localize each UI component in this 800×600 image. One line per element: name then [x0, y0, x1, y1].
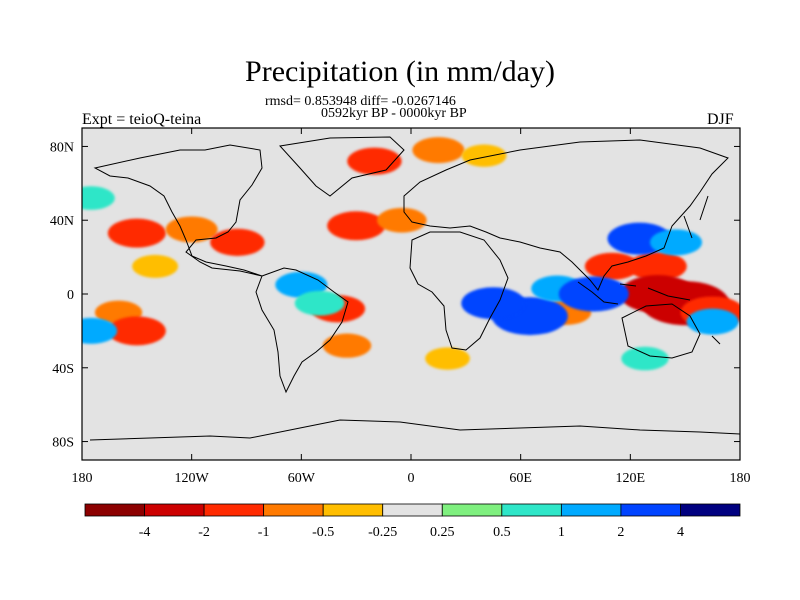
colorbar-swatch: [560, 503, 622, 517]
x-tick-label: 180: [730, 471, 751, 486]
coastline-australia: [621, 303, 701, 359]
colorbar-label: -1: [258, 525, 270, 540]
colorbar-label: 0.25: [430, 525, 455, 540]
x-tick-label: 120E: [616, 471, 646, 486]
coastline-antarctica: [89, 419, 740, 441]
x-tick-label: 60E: [509, 471, 532, 486]
colorbar-swatch: [263, 503, 324, 517]
colorbar-label: 1: [558, 525, 565, 540]
colorbar-label: -4: [139, 525, 151, 540]
y-tick-label: 0: [67, 288, 74, 303]
axes: 180 120W 60W 0 60E 120E 180 80N 40N 0 40S 80S: [50, 128, 751, 486]
anomaly-region: [628, 251, 687, 281]
colorbar-label: 2: [617, 525, 624, 540]
colorbar-swatch: [322, 503, 384, 517]
colorbar-swatch: [84, 503, 145, 517]
coastline-greenland: [279, 136, 405, 197]
coastline-islands: [577, 195, 721, 345]
anomaly-region: [322, 333, 372, 358]
y-tick-label: 40S: [52, 362, 74, 377]
colorbar-label: 4: [677, 525, 684, 540]
anomaly-region: [82, 317, 118, 344]
experiment-label: Expt = teioQ-teina: [82, 111, 202, 128]
anomaly-region: [412, 137, 465, 164]
anomaly-region: [107, 316, 166, 346]
anomaly-region: [82, 186, 115, 210]
anomaly-region: [377, 207, 427, 233]
colorbar-label: -2: [198, 525, 210, 540]
colorbar-swatch: [501, 503, 562, 517]
colorbar-swatch: [203, 503, 265, 517]
stats-line: rmsd= 0.853948 diff= -0.0267146: [265, 94, 456, 109]
coastline-north-america: [93, 144, 263, 277]
colorbar-label: 0.5: [493, 525, 511, 540]
chart-title: Precipitation (in mm/day): [245, 55, 555, 88]
coastline-eurasia: [403, 139, 729, 291]
period-line: 0592kyr BP - 0000kyr BP: [321, 106, 467, 121]
anomaly-region: [107, 218, 166, 248]
y-tick-label: 80S: [52, 436, 74, 451]
anomaly-region: [425, 347, 470, 370]
y-tick-label: 40N: [50, 214, 74, 229]
anomaly-region: [461, 144, 507, 167]
anomaly-region: [650, 229, 703, 256]
colorbar: -4 -2 -1 -0.5 -0.25 0.25 0.5 1 2 4: [84, 503, 741, 540]
anomaly-region: [132, 254, 179, 278]
colorbar-swatch: [144, 503, 205, 517]
anomaly-region: [294, 290, 345, 316]
anomaly-layer: [82, 137, 740, 371]
colorbar-label: -0.25: [368, 525, 397, 540]
coastline-africa: [409, 231, 509, 351]
x-tick-label: 60W: [288, 471, 316, 486]
colorbar-swatch: [620, 503, 681, 517]
x-tick-label: 180: [72, 471, 93, 486]
anomaly-region: [210, 228, 265, 256]
coastlines: [89, 136, 740, 441]
season-label: DJF: [707, 111, 734, 128]
colorbar-label: -0.5: [312, 525, 334, 540]
x-tick-label: 0: [408, 471, 415, 486]
x-tick-label: 120W: [175, 471, 210, 486]
anomaly-region: [621, 346, 669, 371]
coastline-south-america: [255, 267, 349, 394]
anomaly-region: [461, 287, 526, 320]
colorbar-swatch: [382, 503, 443, 517]
colorbar-swatch: [441, 503, 503, 517]
anomaly-region: [327, 211, 386, 241]
colorbar-swatch: [680, 503, 741, 517]
anomaly-region: [686, 308, 739, 335]
y-tick-label: 80N: [50, 140, 74, 155]
